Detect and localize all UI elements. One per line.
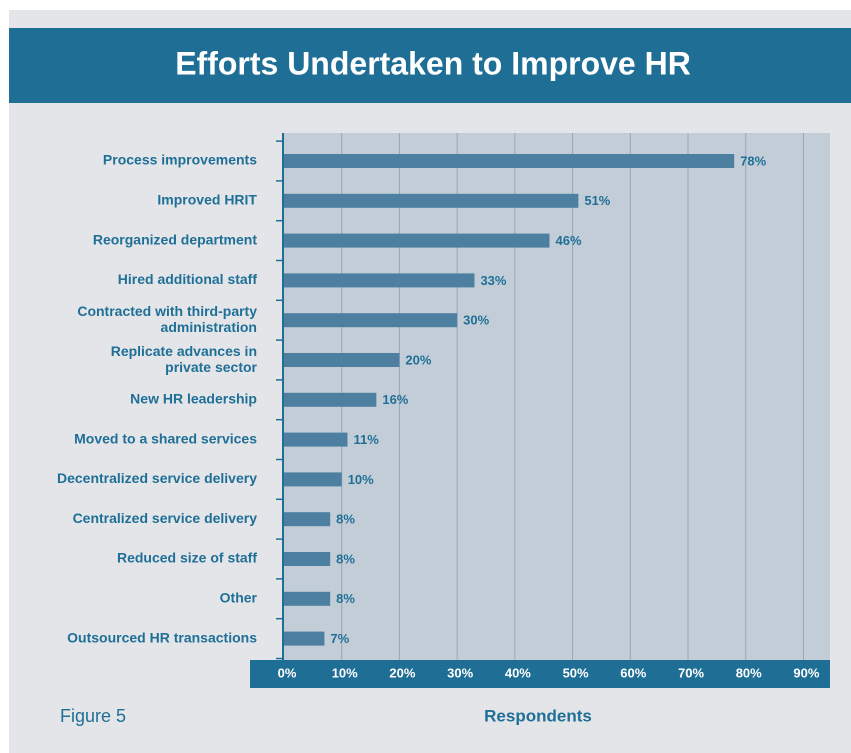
bar <box>284 353 400 367</box>
category-label: Moved to a shared services <box>74 430 257 446</box>
value-label: 8% <box>336 512 355 527</box>
value-label: 20% <box>405 352 431 367</box>
category-label: Reorganized department <box>93 231 257 247</box>
value-label: 11% <box>353 432 379 447</box>
category-label: Reduced size of staff <box>117 550 257 566</box>
value-label: 33% <box>480 273 506 288</box>
value-label: 7% <box>330 631 349 646</box>
chart-title: Efforts Undertaken to Improve HR <box>175 45 691 81</box>
bar <box>284 273 475 288</box>
value-label: 16% <box>382 392 408 407</box>
value-label: 30% <box>463 313 489 328</box>
x-tick-label: 40% <box>505 665 531 680</box>
title-band <box>9 28 851 103</box>
bar <box>284 432 348 447</box>
value-label: 51% <box>584 193 610 208</box>
value-label: 46% <box>555 233 581 248</box>
x-tick-label: 10% <box>332 665 358 680</box>
bar <box>284 472 342 487</box>
x-tick-label: 50% <box>563 665 589 680</box>
bar <box>284 591 331 606</box>
category-label: Decentralized service delivery <box>57 470 257 486</box>
bar <box>284 631 325 646</box>
category-label: Outsourced HR transactions <box>67 629 257 645</box>
x-tick-label: 30% <box>447 665 473 680</box>
category-label: Replicate advances in private sector <box>111 343 258 375</box>
x-tick-label: 60% <box>620 665 646 680</box>
x-tick-label: 20% <box>389 665 415 680</box>
category-label: New HR leadership <box>130 391 257 407</box>
category-label: Hired additional staff <box>118 271 258 287</box>
value-label: 8% <box>336 591 355 606</box>
bar <box>284 233 550 248</box>
bar <box>284 552 331 566</box>
value-label: 8% <box>336 551 355 566</box>
category-label: Other <box>220 590 258 606</box>
bar <box>284 313 458 328</box>
bar <box>284 512 331 527</box>
axis-band <box>250 660 830 688</box>
x-axis-label: Respondents <box>484 706 592 725</box>
x-tick-label: 0% <box>278 665 297 680</box>
category-label: Process improvements <box>103 152 257 168</box>
value-label: 78% <box>740 153 766 168</box>
bar <box>284 193 579 208</box>
category-label: Centralized service delivery <box>73 510 258 526</box>
category-label: Improved HRIT <box>157 192 257 208</box>
x-tick-label: 80% <box>736 665 762 680</box>
category-label: Contracted with third-party administratio… <box>77 303 257 335</box>
x-tick-label: 70% <box>678 665 704 680</box>
bar <box>284 392 377 407</box>
value-label: 10% <box>348 472 374 487</box>
caption: Figure 5 <box>60 706 126 726</box>
x-tick-label: 90% <box>793 665 819 680</box>
bar <box>284 154 735 168</box>
